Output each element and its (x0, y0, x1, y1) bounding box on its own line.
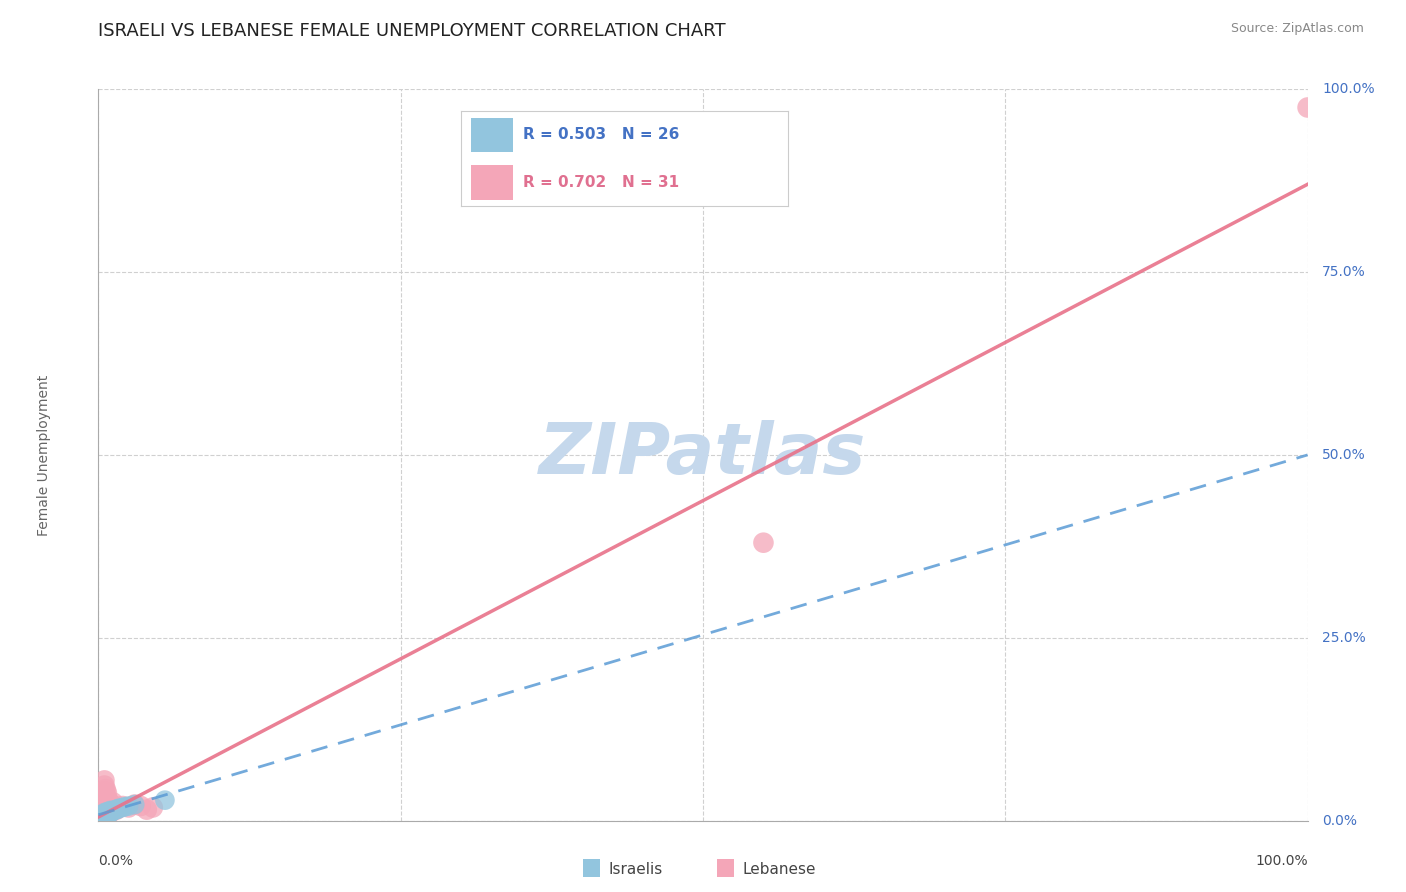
Point (98, 804, 121, 818)
Point (142, 800, 165, 814)
Point (98, 807, 121, 822)
Point (114, 799, 136, 814)
Text: ISRAELI VS LEBANESE FEMALE UNEMPLOYMENT CORRELATION CHART: ISRAELI VS LEBANESE FEMALE UNEMPLOYMENT … (98, 22, 725, 40)
Point (111, 800, 134, 814)
Point (91, 807, 114, 822)
Text: 100.0%: 100.0% (1322, 82, 1375, 96)
Point (1296, 101, 1319, 115)
Point (107, 802, 129, 816)
Point (100, 804, 122, 818)
Point (118, 800, 141, 814)
Point (105, 803, 128, 817)
Point (91, 805, 114, 819)
Point (96, 807, 118, 822)
Point (93, 773, 115, 788)
Point (91, 807, 114, 822)
Text: R = 0.503   N = 26: R = 0.503 N = 26 (523, 128, 679, 143)
Text: 0.0%: 0.0% (1322, 814, 1357, 828)
Point (97, 807, 120, 822)
Text: ZIPatlas: ZIPatlas (540, 420, 866, 490)
Point (97, 793, 120, 807)
Text: 0.0%: 0.0% (98, 854, 134, 868)
Point (101, 796, 124, 810)
Point (118, 799, 141, 814)
Point (91, 807, 114, 822)
Text: R = 0.702   N = 31: R = 0.702 N = 31 (523, 175, 679, 190)
Point (108, 801, 131, 815)
Bar (471, 118, 513, 152)
Point (94, 806, 117, 821)
Point (93, 779, 115, 793)
Point (103, 804, 125, 818)
Point (94, 807, 117, 822)
Point (96, 805, 118, 819)
Point (93, 791, 115, 805)
Point (93, 808, 115, 822)
Text: Female Unemployment: Female Unemployment (37, 375, 51, 535)
Point (94, 782, 117, 797)
Point (111, 799, 134, 814)
Text: 75.0%: 75.0% (1322, 265, 1365, 279)
Point (94, 808, 117, 822)
Point (90, 807, 112, 822)
Point (98, 806, 121, 821)
Point (93, 807, 115, 822)
Point (129, 799, 152, 814)
Point (153, 793, 176, 807)
Point (100, 799, 122, 814)
Point (96, 786, 118, 800)
Point (94, 788, 117, 802)
Point (124, 797, 146, 812)
Point (135, 803, 157, 817)
Text: 100.0%: 100.0% (1256, 854, 1308, 868)
Text: Israelis: Israelis (609, 863, 664, 877)
Point (91, 806, 114, 821)
Text: 50.0%: 50.0% (1322, 448, 1365, 462)
Point (100, 797, 122, 812)
Point (93, 784, 115, 798)
Point (96, 806, 118, 821)
Bar (471, 165, 513, 200)
Point (97, 806, 120, 821)
Point (91, 805, 114, 820)
Point (97, 805, 120, 820)
Point (101, 804, 124, 818)
Point (93, 805, 115, 820)
Point (105, 803, 128, 817)
Point (100, 805, 122, 820)
Text: Source: ZipAtlas.com: Source: ZipAtlas.com (1230, 22, 1364, 36)
Text: 25.0%: 25.0% (1322, 631, 1365, 645)
Point (104, 803, 127, 817)
Point (91, 807, 114, 822)
Point (100, 805, 122, 819)
Point (124, 797, 146, 812)
Text: Lebanese: Lebanese (742, 863, 815, 877)
Point (752, 535, 775, 549)
